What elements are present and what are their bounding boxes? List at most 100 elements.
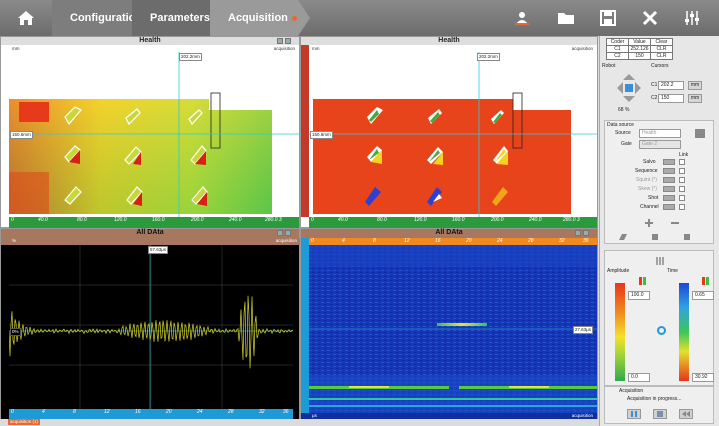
panel-option-button[interactable] [277,230,283,236]
eraser-icon [619,234,627,240]
bscan-view[interactable]: All DAta 0 4 8 12 16 20 24 28 32 36 [300,228,598,420]
group-label: Data source [607,122,634,128]
pause-icon [631,411,637,417]
cursor-c1-input[interactable]: 202.2 [658,81,684,90]
shot-value[interactable] [663,195,675,201]
user-button[interactable] [512,8,532,28]
tools-button[interactable] [640,8,660,28]
skew-value[interactable] [663,186,675,192]
gate-select[interactable]: Gate 2 [639,140,681,149]
dpad-down-icon [623,96,635,102]
horizontal-ruler: 0 4 8 12 16 20 24 28 32 36 [9,409,293,420]
amplitude-min-input[interactable]: 0.0 [628,373,650,382]
grid-button[interactable] [649,232,661,242]
plus-icon [645,219,653,227]
time-palette-icon[interactable] [701,276,711,286]
open-folder-button[interactable] [556,8,576,28]
ascan-waveform[interactable] [9,245,293,409]
panel-option-button[interactable] [277,38,283,44]
active-dot-icon [291,15,297,21]
source-label: Source [615,130,631,136]
source-select[interactable]: Health [639,129,681,138]
clear-c2-button[interactable]: CLR [650,52,673,60]
cursor-c1-label: C1 [651,82,658,88]
health-view-right[interactable]: Health mm acquisition [300,36,598,228]
replay-icon [682,411,690,417]
panel-option-button[interactable] [285,38,291,44]
tick-label: 80.0 [77,217,87,223]
save-icon [600,10,616,26]
sequence-value[interactable] [663,168,675,174]
row-label-channel: Channel [640,204,659,210]
cursors-label: Cursors [651,63,669,69]
amplitude-colorbar[interactable] [615,283,625,381]
home-button[interactable] [0,0,52,36]
ascan-view[interactable]: All DAta % acquisition 57.63μs 0% 0 4 8 … [0,228,301,420]
skew-link-checkbox[interactable] [679,186,685,192]
add-button[interactable] [643,218,655,228]
eraser-button[interactable] [617,232,629,242]
mode-label: acquisition [571,46,593,51]
link-palettes-toggle[interactable] [657,326,666,335]
panel-option-button[interactable] [583,230,589,236]
control-side-panel: Coder Value Clear C1 252.126 CLR C2 150 … [599,36,719,426]
time-colorbar[interactable] [679,283,689,381]
source-color-button[interactable] [695,129,705,138]
bscan-image[interactable] [309,245,597,413]
user-icon [515,12,529,25]
sequence-link-checkbox[interactable] [679,168,685,174]
cursor-x-label: 202.2mm [179,53,202,61]
tick-label: 24 [197,409,203,415]
panel-option-button[interactable] [285,230,291,236]
pause-button[interactable] [627,409,641,419]
tick-label: 32 [559,238,565,244]
table-row: C2 150 CLR [606,52,673,60]
salvo-link-checkbox[interactable] [679,159,685,165]
coder-value: 252.126 [628,45,651,53]
robot-dpad[interactable] [615,72,643,104]
save-button[interactable] [598,8,618,28]
tick-label: 0 [311,217,314,223]
tick-label: 280.0 3 [265,217,282,223]
time-min-input[interactable]: 30.92 [692,373,714,382]
salvo-value[interactable] [663,159,675,165]
clear-c1-button[interactable]: CLR [650,45,673,53]
time-max-input[interactable]: 0.65 [692,291,714,300]
stop-view-button[interactable] [681,232,693,242]
cursor-c2-input[interactable]: 150 [658,94,684,103]
breadcrumb-acquisition[interactable]: Acquisition [210,0,310,36]
breadcrumb-configuration[interactable]: Configuration [52,0,144,36]
panel-title: Health [1,37,299,45]
shot-link-checkbox[interactable] [679,195,685,201]
cursor-c1-unit-button[interactable]: mm [688,81,702,90]
main-toolbar: Configuration Parameters Acquisition [0,0,719,36]
cursor-x-label: 202.2mm [477,53,500,61]
health-cscan-gradient[interactable] [9,52,299,217]
breadcrumb-parameters[interactable]: Parameters [132,0,222,36]
tick-label: 0 [11,217,14,223]
tick-label: 0 [11,409,14,415]
acquisition-group: Acquisition Acquisition in progress... [604,386,714,424]
amplitude-palette-icon[interactable] [638,276,648,286]
remove-button[interactable] [669,218,681,228]
stop-button[interactable] [653,409,667,419]
channel-link-checkbox[interactable] [679,204,685,210]
health-view-left[interactable]: Health mm acquisition [0,36,300,228]
bars-icon [656,257,664,265]
settings-sliders-button[interactable] [682,8,702,28]
amplitude-max-input[interactable]: 100.0 [628,291,650,300]
cursor-y-label: 0% [10,328,21,336]
home-icon [18,11,34,25]
replay-button[interactable] [679,409,693,419]
tick-label: 20 [166,409,172,415]
squint-link-checkbox[interactable] [679,177,685,183]
mode-label: acquisition [275,238,297,243]
health-cscan-threshold[interactable] [309,52,597,217]
panel-option-button[interactable] [575,230,581,236]
tick-label: 16 [135,409,141,415]
squint-value[interactable] [663,177,675,183]
palette-group: Amplitude Time 100.0 0.0 0.65 30.92 [604,250,714,386]
palette-settings-button[interactable] [654,256,666,266]
cursor-c2-unit-button[interactable]: mm [688,94,702,103]
channel-value[interactable] [663,204,675,210]
